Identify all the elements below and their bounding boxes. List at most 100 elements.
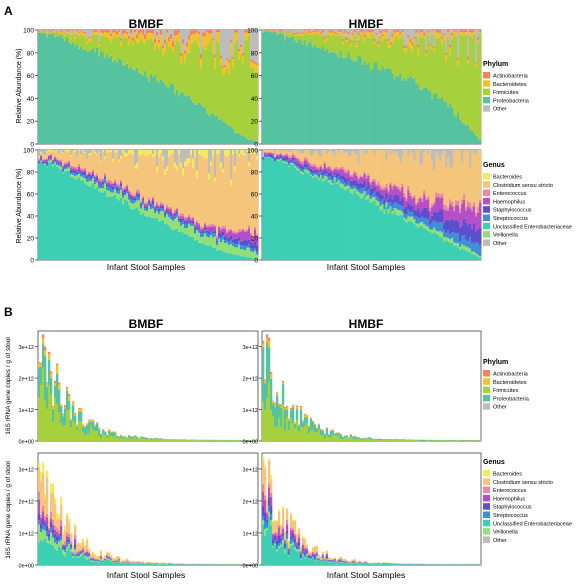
bar-segment [98, 556, 101, 560]
bar-segment [439, 194, 442, 199]
bar-segment [88, 174, 91, 177]
bar-segment [188, 440, 191, 441]
bar-segment [256, 65, 259, 73]
bar-segment [54, 34, 57, 36]
bar-segment [118, 558, 121, 559]
bar-segment [224, 243, 227, 253]
bar-segment [319, 34, 323, 36]
bar-segment [126, 558, 129, 561]
bar-segment [347, 438, 350, 441]
bar-segment [244, 32, 247, 40]
bar-segment [297, 549, 301, 552]
bar-segment [311, 30, 315, 33]
bar-segment [263, 157, 267, 260]
bar-segment [132, 194, 135, 196]
bar-segment [381, 440, 384, 441]
bar-segment [76, 553, 79, 555]
bar-segment [112, 562, 115, 565]
bar-segment [469, 208, 472, 224]
bar-segment [132, 203, 135, 210]
bar-segment [449, 239, 452, 243]
bar-segment [54, 542, 57, 550]
bar-segment [337, 435, 340, 441]
bar-segment [265, 155, 269, 158]
bar-segment [325, 154, 329, 168]
bar-segment [42, 155, 45, 160]
bar-segment [479, 150, 482, 200]
bar-segment [339, 434, 342, 440]
bar-segment [218, 440, 221, 441]
bar-segment [355, 155, 358, 173]
bar-segment [363, 187, 366, 192]
bar-segment [439, 198, 442, 210]
bar-segment [441, 154, 444, 194]
bar-segment [232, 154, 235, 232]
bar-segment [188, 158, 191, 163]
bar-segment [184, 216, 187, 220]
bar-segment [301, 153, 305, 162]
bar-segment [40, 32, 43, 34]
bar-segment [339, 562, 342, 565]
bar-segment [110, 554, 113, 556]
bar-segment [108, 179, 111, 183]
bar-segment [405, 206, 408, 215]
bar-segment [70, 156, 73, 166]
bar-segment [102, 433, 105, 441]
bar-segment [295, 541, 299, 543]
y-tick-label: 1e+12 [19, 532, 34, 538]
bar-segment [40, 528, 43, 533]
bar-segment [246, 32, 249, 41]
bar-segment [285, 163, 289, 260]
bar-segment [419, 89, 422, 144]
bar-segment [295, 150, 299, 158]
bar-segment [226, 156, 229, 232]
bar-segment [269, 157, 273, 159]
bar-segment [335, 177, 338, 183]
bar-segment [463, 35, 466, 124]
bar-segment [238, 240, 241, 245]
bar-segment [176, 170, 179, 208]
bar-segment [451, 35, 454, 40]
bar-segment [335, 184, 338, 260]
bar-segment [172, 52, 175, 85]
bar-segment [315, 33, 319, 48]
bar-segment [269, 520, 273, 526]
bar-segment [311, 32, 315, 35]
bar-segment [180, 162, 183, 168]
bar-segment [359, 193, 362, 199]
bar-segment [190, 219, 193, 222]
bar-segment [102, 429, 105, 431]
bar-segment [413, 161, 416, 195]
bar-segment [58, 159, 61, 162]
bar-segment [146, 202, 149, 205]
bar-segment [88, 150, 91, 154]
bar-segment [76, 150, 79, 158]
bar-segment [441, 197, 444, 211]
bar-segment [44, 400, 47, 441]
bar-segment [441, 237, 444, 260]
bar-segment [295, 33, 299, 35]
bar-segment [46, 151, 49, 153]
bar-segment [116, 188, 119, 191]
bar-segment [84, 552, 87, 553]
bar-segment [56, 150, 59, 151]
bar-segment [365, 195, 368, 200]
bar-segment [262, 157, 265, 160]
bar-segment [92, 150, 95, 152]
bar-segment [212, 231, 215, 234]
bar-segment [244, 230, 247, 232]
bar-segment [158, 211, 161, 214]
bar-segment [140, 30, 143, 33]
bar-segment [469, 252, 472, 260]
bar-segment [124, 436, 127, 438]
column-title-bmbf-a: BMBF [129, 17, 164, 31]
bar-segment [210, 231, 213, 236]
bar-segment [439, 161, 442, 195]
bar-segment [146, 210, 149, 217]
bar-segment [449, 199, 452, 205]
bar-segment [401, 32, 404, 36]
bar-segment [186, 218, 189, 221]
bar-segment [86, 160, 89, 174]
bar-segment [154, 563, 157, 565]
